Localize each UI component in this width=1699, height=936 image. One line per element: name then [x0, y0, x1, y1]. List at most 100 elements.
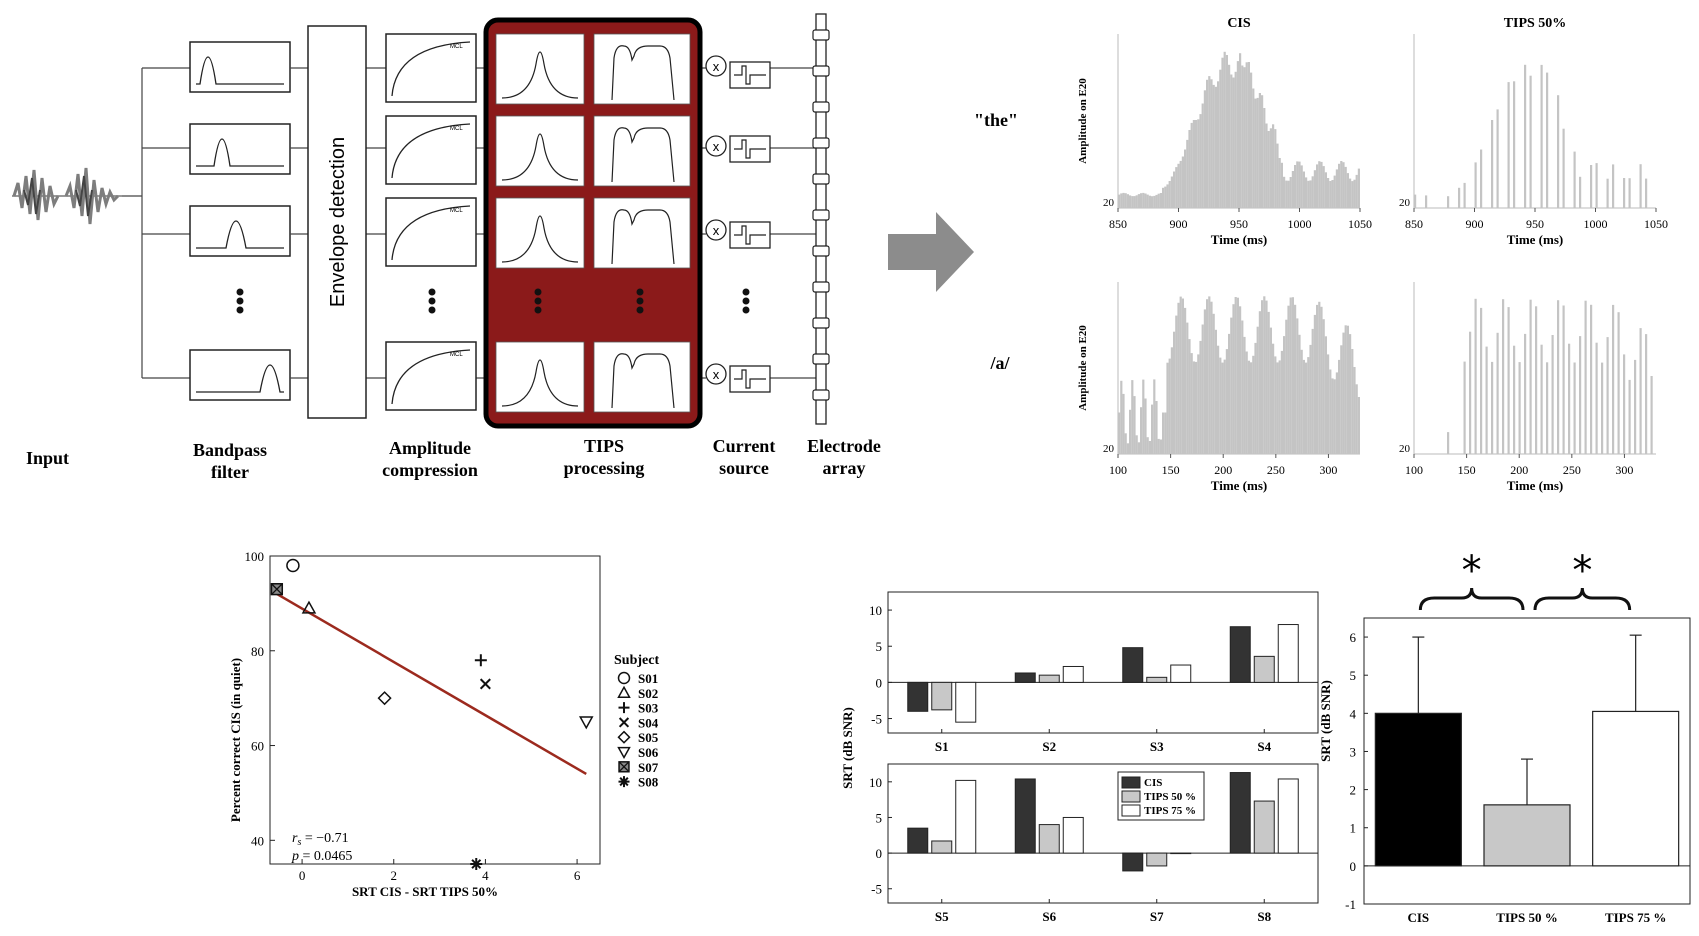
- electrodogram-bar: [1294, 304, 1297, 454]
- legend-label-s03: S03: [638, 701, 659, 716]
- electrodogram-bar: [1335, 372, 1338, 454]
- arrow-right-icon: [888, 212, 974, 292]
- x-tick-label: 100: [1109, 463, 1127, 477]
- electrodogram-bar: [1573, 151, 1576, 208]
- electrodogram-bar: [1298, 334, 1301, 454]
- electrodogram-bar: [1181, 156, 1184, 208]
- electrodogram-bar: [1122, 192, 1125, 208]
- electrodogram-bar: [1140, 407, 1143, 454]
- electrodogram-bar: [1228, 333, 1231, 454]
- electrodogram-bar: [1263, 108, 1266, 208]
- legend-label-s06: S06: [638, 745, 659, 760]
- bar-s8-1: [1253, 800, 1275, 854]
- electrodogram-bar: [1601, 362, 1604, 454]
- y-tick-label: 3: [1350, 744, 1357, 759]
- marker-cross: [271, 583, 283, 596]
- electrodogram-bar: [1272, 124, 1275, 208]
- electrodogram-bar: [1236, 61, 1239, 208]
- electrodogram-bar: [1131, 196, 1134, 208]
- electrodogram-bar: [1309, 344, 1312, 454]
- scatter-chart: 0 2 4 6 40 60 80 100 SRT CIS - SRT TIPS 50% Perce…: [228, 549, 659, 899]
- electrodogram-bar: [1135, 195, 1138, 208]
- x-tick-label: 1050: [1644, 217, 1668, 231]
- electrodogram-bar: [1252, 88, 1255, 208]
- x-tick-label: S3: [1150, 739, 1164, 754]
- x-tick-label: CIS: [1407, 910, 1429, 925]
- electrodogram-bar: [1311, 176, 1314, 208]
- electrodogram-bar: [1305, 177, 1308, 208]
- x-tick-label: 150: [1162, 463, 1180, 477]
- electrodogram-bar: [1307, 357, 1310, 454]
- electrodogram-bar: [1346, 325, 1349, 454]
- electrodogram-bar: [1201, 103, 1204, 208]
- y-tick-label: 5: [876, 810, 883, 825]
- legend-swatch: [1121, 804, 1141, 817]
- scatter-point-s08: [470, 858, 483, 870]
- electrodogram-bar: [1322, 166, 1325, 208]
- electrodogram-bar: [1329, 181, 1332, 208]
- multiply-symbol-4: x: [713, 367, 720, 382]
- subject-panel-1: -5 0 5 10 S1 S2 S3 S4: [869, 591, 1319, 754]
- legend-label-s04: S04: [638, 715, 659, 730]
- electrodogram-bar: [1634, 359, 1637, 454]
- electrodogram-the-tips: 20 850 900 950 1000 1050 Time (ms): [1399, 34, 1668, 247]
- electrodogram-bar: [1313, 170, 1316, 208]
- electrodogram-bar: [1153, 379, 1156, 454]
- electrodogram-bar: [1137, 194, 1140, 208]
- amplitude-compression-bank: MCL MCL MCL MCL: [385, 33, 477, 411]
- mean-bar-chart: -1 0 1 2 3 4 5 6 SRT (dB SNR) CIS TIPS 50 % TIPS 75…: [1318, 548, 1691, 925]
- electrodogram-bar: [1239, 53, 1242, 209]
- electrodogram-bar: [1344, 166, 1347, 208]
- electrodogram-bar: [1126, 194, 1129, 208]
- electrodogram-bar: [1133, 196, 1136, 208]
- legend-label: CIS: [1144, 777, 1162, 789]
- y-tick-label: 2: [1350, 783, 1357, 798]
- electrodogram-bar: [1164, 412, 1167, 454]
- electrodogram-bar: [1254, 98, 1257, 208]
- electrodogram-bar: [1177, 302, 1180, 454]
- row-label-the: "the": [974, 110, 1018, 130]
- electrodogram-bar: [1355, 384, 1358, 454]
- electrodogram-bar: [1447, 196, 1450, 208]
- legend-swatch: [1121, 776, 1141, 789]
- bar-s1-1: [931, 681, 953, 711]
- legend-marker-s07: [618, 761, 630, 773]
- y-tick-label: 0: [1350, 859, 1357, 874]
- electrodogram-bar: [1628, 379, 1631, 454]
- electrodogram-a-cis: 20 Amplitude on E20 100 150 200 250 300 Time (m…: [1077, 282, 1360, 493]
- x-tick-label: 250: [1563, 463, 1581, 477]
- electrodogram-bar: [1338, 163, 1341, 208]
- electrodogram-bar: [1463, 182, 1466, 208]
- electrodogram-bar: [1300, 165, 1303, 208]
- col-title-tips50: TIPS 50%: [1504, 16, 1567, 31]
- electrodogram-bar: [1192, 361, 1195, 454]
- electrodogram-bar: [1305, 362, 1308, 454]
- legend-marker-s02: [617, 685, 631, 698]
- electrodogram-bar: [1159, 193, 1162, 208]
- electrodogram-bar: [1351, 181, 1354, 208]
- y-axis-title: Amplitude on E20: [1077, 325, 1089, 411]
- electrodogram-bar: [1269, 128, 1272, 208]
- electrodogram-bar: [1254, 342, 1257, 454]
- x-axis-title: Time (ms): [1211, 478, 1267, 493]
- electrodogram-bar: [1267, 311, 1270, 454]
- electrodogram-bar: [1217, 345, 1220, 454]
- bar-s7-1: [1146, 852, 1168, 867]
- x-tick-label: 1050: [1348, 217, 1372, 231]
- x-axis-title: Time (ms): [1507, 232, 1563, 247]
- electrodogram-bar: [1302, 359, 1305, 454]
- x-tick-label: 6: [574, 868, 581, 883]
- significance-brace-1: [1418, 587, 1525, 611]
- electrodogram-bar: [1568, 343, 1571, 454]
- input-bracket: [122, 67, 190, 379]
- scatter-point-s01: [286, 558, 300, 573]
- electrodogram-bar: [1480, 149, 1483, 208]
- plot-frame: [269, 555, 601, 865]
- electrodogram-bar: [1353, 367, 1356, 454]
- electrodogram-bar: [1346, 173, 1349, 208]
- x-tick-label: 4: [482, 868, 489, 883]
- electrodogram-bar: [1230, 74, 1233, 208]
- electrodogram-bar: [1612, 304, 1615, 454]
- electrodogram-bar: [1245, 62, 1248, 208]
- electrodogram-bar: [1122, 393, 1125, 454]
